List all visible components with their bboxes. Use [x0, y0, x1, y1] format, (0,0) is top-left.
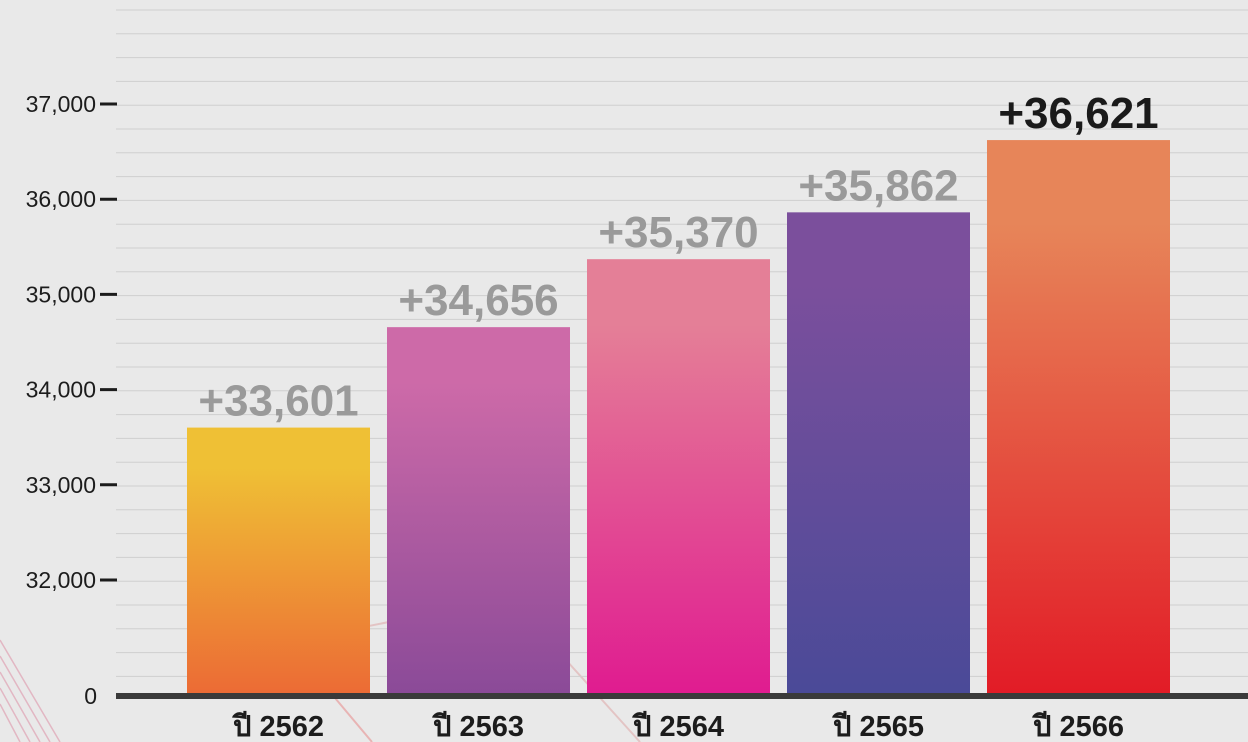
- x-axis: ปี 2562 ปี 2563 ปี 2564 ปี 2565 ปี 2566: [232, 711, 1124, 742]
- bar: [787, 212, 970, 697]
- bar: [387, 327, 570, 696]
- y-tick-label: 32,000: [26, 567, 96, 593]
- bar: [587, 259, 770, 696]
- x-tick-label: ปี 2563: [432, 711, 524, 742]
- x-tick-label: ปี 2564: [632, 711, 724, 742]
- data-label: +33,601: [198, 377, 358, 426]
- y-tick-label: 36,000: [26, 186, 96, 212]
- data-label: +36,621: [998, 89, 1158, 138]
- data-label: +35,370: [598, 208, 758, 257]
- bar: [187, 427, 370, 696]
- x-tick-label: ปี 2562: [232, 711, 324, 742]
- bars: [187, 140, 1170, 697]
- y-tick-label: 34,000: [26, 377, 96, 403]
- y-tick-label: 0: [84, 683, 97, 709]
- y-tick-label: 35,000: [26, 281, 96, 307]
- data-label: +35,862: [798, 161, 958, 210]
- data-labels: +33,601 +34,656 +35,370 +35,862 +36,621: [198, 89, 1158, 426]
- x-tick-label: ปี 2565: [832, 711, 924, 742]
- bar: [987, 140, 1170, 696]
- data-label: +34,656: [398, 276, 558, 325]
- y-tick-label: 37,000: [26, 91, 96, 117]
- y-tick-label: 33,000: [26, 472, 96, 498]
- y-axis: 0 32,000 33,000 34,000 35,000 36,000 37,000: [26, 91, 117, 709]
- x-tick-label: ปี 2566: [1032, 711, 1124, 742]
